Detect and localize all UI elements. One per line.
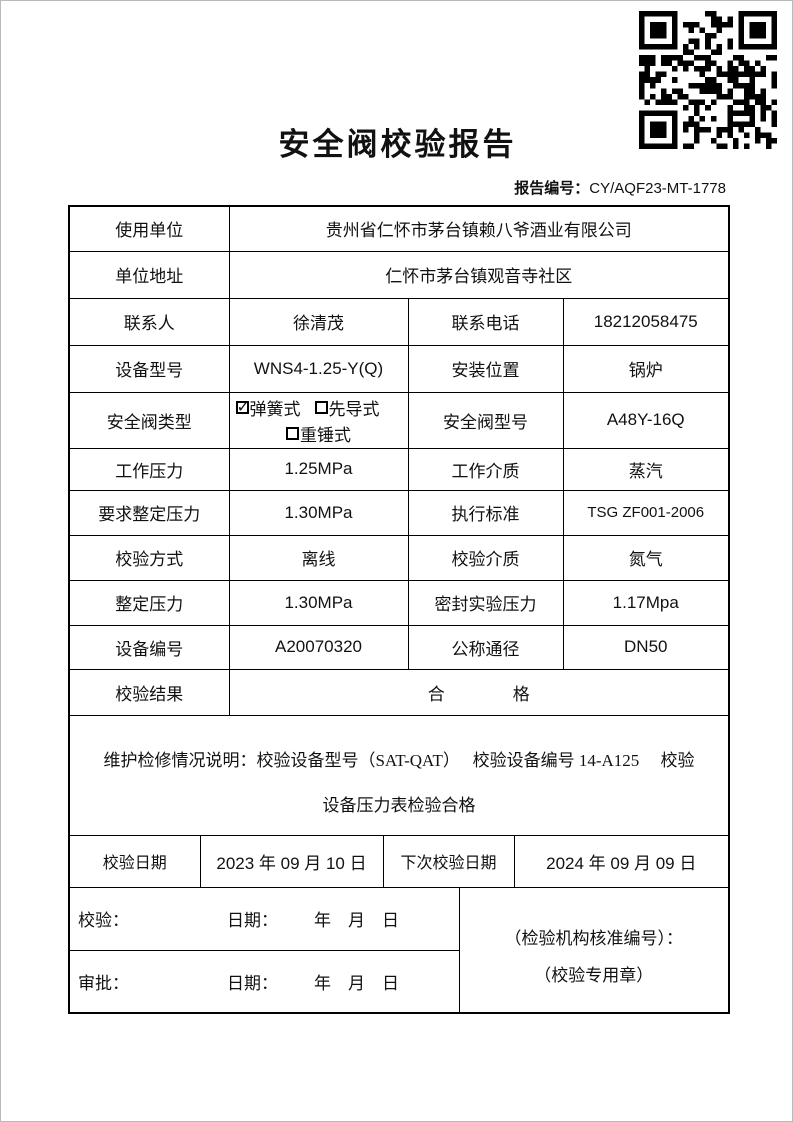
label-contact-phone: 联系电话 [407,297,564,346]
approver-signature-cell: 审批： 日期： 年 月 日 [68,949,460,1014]
label-nominal-diameter: 公称通径 [407,624,564,670]
label-equipment-model: 设备型号 [68,344,230,393]
table-row: 单位地址 仁怀市茅台镇观音寺社区 [68,250,730,299]
value-calibration-date: 2023 年 09 月 10 日 [199,834,384,888]
verifier-date-label: 日期： [227,911,278,930]
maintenance-note-cell: 维护检修情况说明：校验设备型号（SAT-QAT） 校验设备编号 14-A125 … [68,714,730,836]
value-nominal-diameter: DN50 [562,624,730,670]
value-contact-person: 徐清茂 [228,297,409,346]
verifier-ymd-placeholder: 年 月 日 [314,911,399,930]
table-row: 维护检修情况说明：校验设备型号（SAT-QAT） 校验设备编号 14-A125 … [68,714,730,836]
label-working-pressure: 工作压力 [68,447,230,491]
label-required-set-pressure: 要求整定压力 [68,489,230,536]
report-number: 报告编号：CY/AQF23-MT-1778 [514,177,726,198]
value-calibration-method: 离线 [228,534,409,581]
valve-type-options: 弹簧式 先导式 重锤式 [228,391,409,449]
value-set-pressure: 1.30MPa [228,579,409,626]
table-row: 设备型号 WNS4-1.25-Y(Q) 安装位置 锅炉 [68,344,730,393]
table-row: 安全阀类型 弹簧式 先导式 重锤式 [68,391,730,449]
value-equipment-number: A20070320 [228,624,409,670]
unchecked-checkbox-icon [314,400,328,414]
unchecked-checkbox-icon [286,426,299,440]
value-calibration-medium: 氮气 [562,534,730,581]
approver-label: 审批： [78,973,129,993]
value-working-medium: 蒸汽 [562,447,730,491]
checkbox-spring-type[interactable]: 弹簧式 [235,395,301,420]
value-using-unit: 贵州省仁怀市茅台镇赖八爷酒业有限公司 [228,205,730,252]
value-contact-phone: 18212058475 [562,297,730,346]
value-required-set-pressure: 1.30MPa [228,489,409,536]
label-valve-type: 安全阀类型 [68,391,230,449]
label-unit-address: 单位地址 [68,250,230,299]
table-row: 使用单位 贵州省仁怀市茅台镇赖八爷酒业有限公司 [68,205,730,252]
label-standard: 执行标准 [407,489,564,536]
calibration-seal-label: （校验专用章） [534,965,654,985]
calibration-form-table: 使用单位 贵州省仁怀市茅台镇赖八爷酒业有限公司 单位地址 仁怀市茅台镇观音寺社区… [68,205,730,1014]
label-set-pressure: 整定压力 [68,579,230,626]
approver-date-label: 日期： [227,973,278,993]
label-equipment-number: 设备编号 [68,624,230,670]
label-calibration-medium: 校验介质 [407,534,564,581]
maintenance-note-line1: 维护检修情况说明：校验设备型号（SAT-QAT） 校验设备编号 14-A125 … [103,751,695,770]
checkbox-pilot-type[interactable]: 先导式 [314,395,380,420]
checkbox-weight-type[interactable]: 重锤式 [286,421,351,446]
value-install-location: 锅炉 [562,344,730,393]
label-install-location: 安装位置 [407,344,564,393]
checkbox-label: 弹簧式 [249,399,301,419]
value-equipment-model: WNS4-1.25-Y(Q) [228,344,409,393]
table-row: 设备编号 A20070320 公称通径 DN50 [68,624,730,670]
report-number-value: CY/AQF23-MT-1778 [589,180,726,197]
label-using-unit: 使用单位 [68,205,230,252]
label-seal-test-pressure: 密封实验压力 [407,579,564,626]
maintenance-note-line2: 设备压力表检验合格 [322,796,476,815]
checkbox-label: 重锤式 [300,425,351,445]
label-calibration-date: 校验日期 [68,834,201,888]
verifier-label: 校验： [78,911,129,930]
value-valve-model: A48Y-16Q [562,391,730,449]
table-row: 审批： 日期： 年 月 日 [68,949,729,1014]
label-contact-person: 联系人 [68,297,230,346]
value-next-calibration-date: 2024 年 09 月 09 日 [513,834,730,888]
value-seal-test-pressure: 1.17Mpa [562,579,730,626]
table-row: 要求整定压力 1.30MPa 执行标准 TSG ZF001-2006 [68,489,730,536]
page-title: 安全阀校验报告 [278,127,517,162]
approver-ymd-placeholder: 年 月 日 [314,973,399,993]
verifier-signature-cell: 校验： 日期： 年 月 日 [68,886,460,951]
label-calibration-method: 校验方式 [68,534,230,581]
value-standard: TSG ZF001-2006 [562,489,730,536]
table-row: 校验结果 合 格 [68,668,730,716]
stamp-cell: （检验机构核准编号）： （校验专用章） [458,886,730,1014]
checkbox-label: 先导式 [328,399,380,419]
qr-code [639,11,777,149]
value-calibration-result: 合 格 [228,668,730,716]
table-row: 校验日期 2023 年 09 月 10 日 下次校验日期 2024 年 09 月… [68,834,730,888]
checked-checkbox-icon [235,397,250,416]
label-working-medium: 工作介质 [407,447,564,491]
value-working-pressure: 1.25MPa [228,447,409,491]
approval-number-label: （检验机构核准编号）： [504,928,684,948]
table-row: 整定压力 1.30MPa 密封实验压力 1.17Mpa [68,579,730,626]
label-calibration-result: 校验结果 [68,668,230,716]
value-unit-address: 仁怀市茅台镇观音寺社区 [228,250,730,299]
label-valve-model: 安全阀型号 [407,391,564,449]
table-row: 校验： 日期： 年 月 日 （检验机构核准编号）： （校验专用章） [68,886,730,1014]
table-row: 校验方式 离线 校验介质 氮气 [68,534,730,581]
label-next-calibration-date: 下次校验日期 [382,834,515,888]
report-number-label: 报告编号： [514,180,590,197]
table-row: 联系人 徐清茂 联系电话 18212058475 [68,297,730,346]
table-row: 工作压力 1.25MPa 工作介质 蒸汽 [68,447,730,491]
